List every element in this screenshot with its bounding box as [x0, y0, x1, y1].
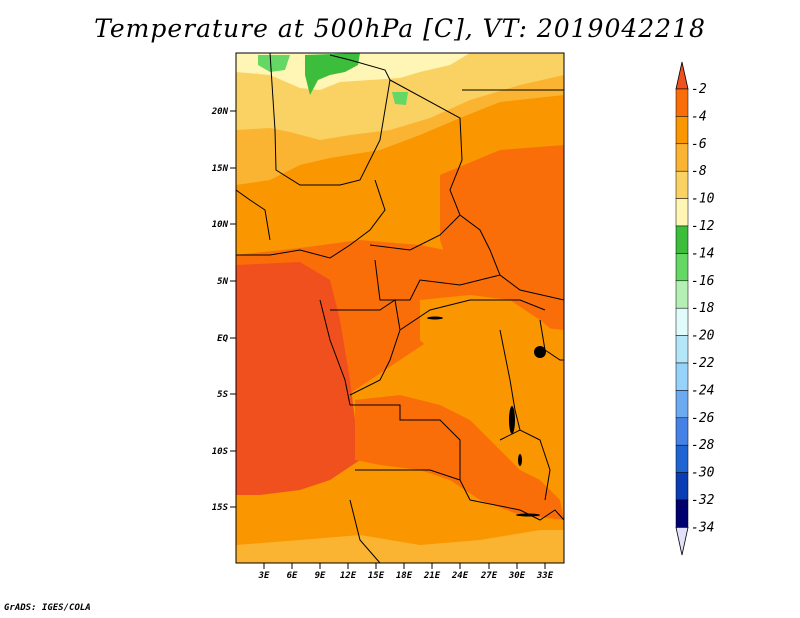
border-line [319, 299, 351, 406]
lat-label-5n: 5N [217, 277, 228, 287]
colorbar-label: -26 [691, 411, 715, 426]
lat-label-5s: 5S [217, 390, 228, 400]
border-line [499, 429, 551, 501]
colorbar-segment [675, 335, 689, 364]
border-line [269, 53, 391, 186]
lat-label-10s: 10S [212, 447, 229, 457]
border-line [369, 214, 461, 251]
colorbar-label: -14 [691, 246, 714, 261]
field-deep-west [236, 262, 360, 495]
colorbar-segment [675, 444, 689, 473]
lat-label-eq: EQ [217, 334, 228, 344]
colorbar-segment [675, 472, 689, 501]
colorbar-label: -18 [691, 301, 715, 316]
colorbar-label: -34 [691, 520, 714, 535]
colorbar-segment [675, 253, 689, 282]
lakes [427, 316, 546, 517]
field-paleyellow-north [236, 53, 470, 90]
lon-label-33e: 33E [536, 571, 554, 581]
lon-label-24e: 24E [451, 571, 469, 581]
map-frame [235, 52, 565, 564]
colorbar-label: -8 [691, 164, 707, 179]
lake [518, 454, 522, 466]
border-line [236, 179, 386, 259]
colorbar-segment [675, 225, 689, 254]
lat-ticks [230, 110, 236, 508]
colorbar-label: -24 [691, 383, 714, 398]
lon-label-15e: 15E [368, 571, 385, 581]
colorbar-label: -30 [691, 466, 715, 481]
lat-label-20n: 20N [211, 107, 229, 117]
colorbar-label: -16 [691, 274, 715, 289]
lake [516, 513, 540, 517]
colorbar-top-arrow [675, 61, 689, 90]
lat-labels: 20N 15N 10N 5N EQ 5S 10S 15S [211, 107, 229, 513]
colorbar-segment [675, 116, 689, 145]
field-lightgreen-patch2 [392, 92, 408, 105]
lake [534, 346, 546, 358]
field-green-patch [305, 53, 360, 95]
field-lightorange-south [236, 530, 564, 563]
field-lightgreen-patch [258, 55, 290, 72]
colorbar-label: -6 [691, 137, 707, 152]
lake [427, 316, 443, 320]
lon-label-3e: 3E [258, 571, 270, 581]
colorbar [675, 61, 689, 556]
border-line [236, 189, 271, 241]
colorbar-segment [675, 143, 689, 172]
lon-label-21e: 21E [423, 571, 441, 581]
border-line [349, 499, 381, 563]
lon-label-18e: 18E [396, 571, 413, 581]
border-line [389, 79, 564, 301]
border-line [539, 319, 564, 361]
colorbar-label: -20 [691, 329, 715, 344]
colorbar-label: -4 [691, 109, 707, 124]
lon-label-9e: 9E [315, 571, 326, 581]
colorbar-segment [675, 390, 689, 419]
chart-title: Temperature at 500hPa [C], VT: 201904221… [94, 14, 706, 43]
colorbar-label: -12 [691, 219, 715, 234]
country-borders [236, 53, 564, 563]
lat-label-10n: 10N [212, 220, 229, 230]
lon-label-27e: 27E [480, 571, 498, 581]
colorbar-segment [675, 198, 689, 227]
border-line [355, 469, 461, 481]
colorbar-segment [675, 88, 689, 117]
lon-label-30e: 30E [508, 571, 526, 581]
colorbar-label: -2 [691, 82, 707, 97]
colorbar-segment [675, 362, 689, 391]
lon-label-12e: 12E [340, 571, 357, 581]
credit-label: GrADS: IGES/COLA [4, 603, 91, 613]
colorbar-bottom-arrow [675, 527, 689, 556]
colorbar-segment [675, 499, 689, 528]
colorbar-label: -28 [691, 438, 715, 453]
temperature-field [236, 53, 564, 563]
border-line [469, 499, 564, 521]
colorbar-label: -22 [691, 356, 715, 371]
lon-label-6e: 6E [287, 571, 298, 581]
colorbar-label: -10 [691, 192, 715, 207]
colorbar-labels: -2 -4 -6 -8 -10 -12 -14 -16 -18 -20 -22 … [691, 82, 715, 535]
border-line [374, 259, 501, 301]
lon-labels: 3E 6E 9E 12E 15E 18E 21E 24E 27E 30E 33E [258, 571, 554, 581]
border-line [399, 299, 546, 331]
border-line [499, 329, 521, 431]
lat-label-15s: 15S [212, 503, 229, 513]
lat-label-15n: 15N [212, 164, 229, 174]
lon-ticks [263, 563, 546, 569]
colorbar-segment [675, 307, 689, 336]
colorbar-label: -32 [691, 493, 715, 508]
lake [509, 406, 515, 434]
colorbar-segment [675, 280, 689, 309]
colorbar-segment [675, 170, 689, 199]
colorbar-segment [675, 417, 689, 446]
